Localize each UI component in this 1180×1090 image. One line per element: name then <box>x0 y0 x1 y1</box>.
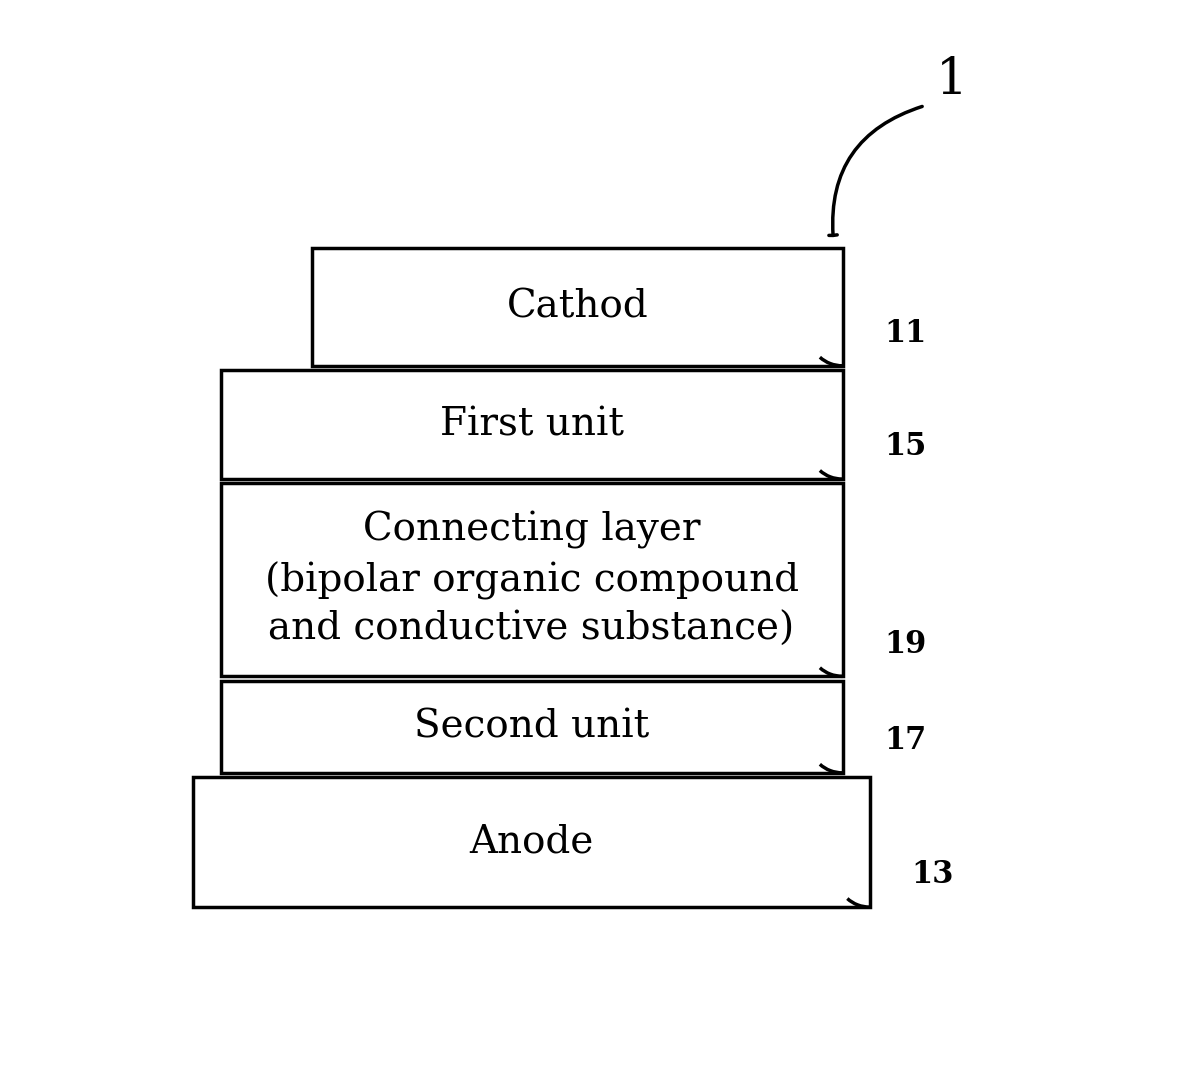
Bar <box>221 370 843 480</box>
Bar <box>221 483 843 676</box>
Bar <box>194 777 870 907</box>
Text: Cathod: Cathod <box>506 289 648 326</box>
Text: Connecting layer
(bipolar organic compound
and conductive substance): Connecting layer (bipolar organic compou… <box>264 511 799 649</box>
Text: 15: 15 <box>884 432 926 462</box>
Text: Second unit: Second unit <box>414 708 649 746</box>
Text: 11: 11 <box>884 318 926 349</box>
Text: Anode: Anode <box>470 824 594 861</box>
Text: 1: 1 <box>936 56 969 105</box>
Text: 19: 19 <box>884 629 926 659</box>
Bar <box>312 249 843 366</box>
Text: First unit: First unit <box>440 407 623 443</box>
Bar <box>221 680 843 773</box>
Text: 17: 17 <box>884 725 926 756</box>
Text: 13: 13 <box>912 859 955 891</box>
